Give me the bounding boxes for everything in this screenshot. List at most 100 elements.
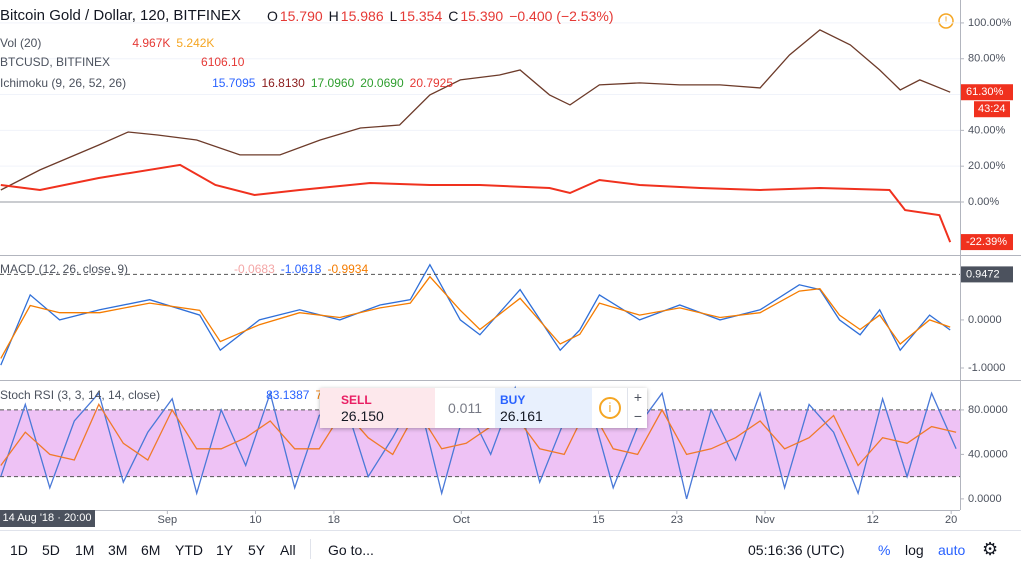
y-tick-label: 0.0000 <box>968 314 1002 326</box>
buy-label: BUY <box>500 393 526 407</box>
price-badge <box>961 266 1013 283</box>
buy-price: 26.161 <box>500 408 543 424</box>
x-tick-label: 20 <box>945 514 957 526</box>
legend-row: BTCUSD, BITFINEX 6106.10 <box>0 55 244 69</box>
series-line <box>0 385 957 500</box>
y-tick-label: 80.0000 <box>968 404 1008 416</box>
range-button[interactable]: 1M <box>75 542 95 558</box>
legend-row: MACD (12, 26, close, 9) -0.0683 -1.0618 -0.… <box>0 262 368 276</box>
ohlc-value: 15.986 <box>340 7 384 24</box>
pane <box>0 22 960 243</box>
sell-label: SELL <box>341 393 372 407</box>
trade-widget: SELL 26.150 0.011 BUY 26.161 i + − <box>320 388 647 428</box>
legend-value: -0.0683 <box>234 262 275 276</box>
x-tick-label: 15 <box>592 514 604 526</box>
ohlc-key: O <box>266 7 278 24</box>
x-tick-label: 23 <box>671 514 683 526</box>
change: −0.400 (−2.53%) <box>509 7 614 24</box>
y-tick-label: 20.00% <box>968 160 1006 172</box>
range-button[interactable]: 1D <box>10 542 28 558</box>
price-badge <box>961 84 1013 101</box>
settings-icon[interactable]: ⚙ <box>982 539 999 559</box>
ohlc-value: 15.354 <box>399 7 443 24</box>
range-button[interactable]: YTD <box>175 542 203 558</box>
legend-title: Bitcoin Gold / Dollar, 120, BITFINEX <box>0 7 241 24</box>
legend-row: Ichimoku (9, 26, 52, 26) 15.7095 16.8130 17… <box>0 76 453 90</box>
legend-title: Stoch RSI (3, 3, 14, 14, close) <box>0 388 161 402</box>
y-tick-label: -1.0000 <box>968 362 1005 374</box>
price-badge-label: 61.30% <box>966 86 1004 98</box>
study-name: Vol (20) <box>0 36 42 50</box>
study-value: 6106.10 <box>201 55 245 69</box>
log-toggle[interactable]: log <box>905 542 924 558</box>
chart-area: ! 14 Aug '18 · 20:00 0.00%20.00%40.00%60… <box>0 0 1021 527</box>
date-badge: 14 Aug '18 · 20:00 <box>3 512 92 524</box>
study-value: 5.242K <box>176 36 215 50</box>
alert-icon-mark: ! <box>945 16 948 27</box>
x-tick-label: Sep <box>158 514 178 526</box>
study-name: BTCUSD, BITFINEX <box>0 55 111 69</box>
y-tick-label: 100.00% <box>968 17 1012 29</box>
range-button[interactable]: 1Y <box>216 542 234 558</box>
date-badge-bg <box>0 510 95 527</box>
study-value: 17.0960 <box>310 76 355 90</box>
ohlc-value: 15.390 <box>460 7 504 24</box>
legend-row: Stoch RSI (3, 3, 14, 14, close)83.138770… <box>0 388 359 402</box>
range-button[interactable]: 6M <box>141 542 161 558</box>
study-name: Ichimoku (9, 26, 52, 26) <box>0 76 127 90</box>
legend-row: Vol (20) 4.967K 5.242K <box>0 36 214 50</box>
y-tick-label: 0.00% <box>968 196 999 208</box>
ohlc-key: H <box>328 7 339 24</box>
info-icon[interactable]: i <box>599 397 621 419</box>
series-line <box>0 402 957 467</box>
series-line <box>0 263 951 366</box>
price-badge <box>961 234 1013 251</box>
y-tick-label: 40.0000 <box>968 448 1008 460</box>
legend-value: 83.1387 <box>266 388 310 402</box>
pane <box>0 263 951 366</box>
sell-price: 26.150 <box>341 408 384 424</box>
series-line <box>0 29 951 191</box>
ohlc-value: 15.790 <box>279 7 323 24</box>
range-button[interactable]: 3M <box>108 542 128 558</box>
study-value: 15.7095 <box>212 76 256 90</box>
study-value: 20.7925 <box>409 76 454 90</box>
price-badge-label: -22.39% <box>966 236 1007 248</box>
percent-toggle[interactable]: % <box>878 542 891 558</box>
range-button[interactable]: 5Y <box>248 542 266 558</box>
price-badge-label: 0.9472 <box>966 268 1000 280</box>
y-tick-label: 80.00% <box>968 53 1006 65</box>
x-tick-label: Nov <box>755 514 775 526</box>
x-tick-label: 18 <box>328 514 340 526</box>
x-tick-label: 10 <box>249 514 261 526</box>
alert-icon[interactable] <box>938 13 954 29</box>
study-value: 4.967K <box>132 36 171 50</box>
legend-value: -0.9934 <box>327 262 369 276</box>
sell-box[interactable]: SELL 26.150 <box>320 388 435 428</box>
spread: 0.011 <box>448 400 482 416</box>
bottom-toolbar: Go to... 05:16:36 (UTC) % log auto ⚙ 1D 5… <box>0 530 1021 566</box>
ohlc-key: C <box>448 7 459 24</box>
goto[interactable]: Go to... <box>328 542 374 558</box>
x-tick-label: Oct <box>453 514 470 526</box>
range-button[interactable]: All <box>280 542 296 558</box>
study-value: 20.0690 <box>360 76 404 90</box>
countdown-bg <box>974 101 1010 118</box>
x-tick-label: 12 <box>867 514 879 526</box>
series-line <box>0 275 951 359</box>
ohlc-key: L <box>389 7 398 24</box>
y-tick-label: 40.00% <box>968 124 1006 136</box>
legend-value: -1.0618 <box>280 262 322 276</box>
y-tick-label: 0.0000 <box>968 493 1002 505</box>
legend-row: Bitcoin Gold / Dollar, 120, BITFINEX O 15.… <box>0 7 613 24</box>
auto-toggle[interactable]: auto <box>938 542 966 558</box>
buy-box[interactable]: BUY 26.161 <box>495 388 592 428</box>
zoom-buttons[interactable]: + − <box>627 388 648 428</box>
series-line <box>0 163 952 243</box>
legend-title: MACD (12, 26, close, 9) <box>0 262 129 276</box>
study-value: 16.8130 <box>261 76 305 90</box>
range-button[interactable]: 5D <box>42 542 60 558</box>
time: 05:16:36 (UTC) <box>748 542 845 558</box>
separator <box>310 539 311 559</box>
